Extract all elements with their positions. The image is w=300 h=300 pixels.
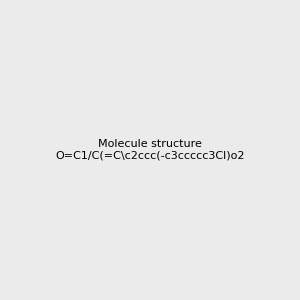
Text: Molecule structure
O=C1/C(=C\c2ccc(-c3ccccc3Cl)o2: Molecule structure O=C1/C(=C\c2ccc(-c3cc… — [55, 139, 245, 161]
